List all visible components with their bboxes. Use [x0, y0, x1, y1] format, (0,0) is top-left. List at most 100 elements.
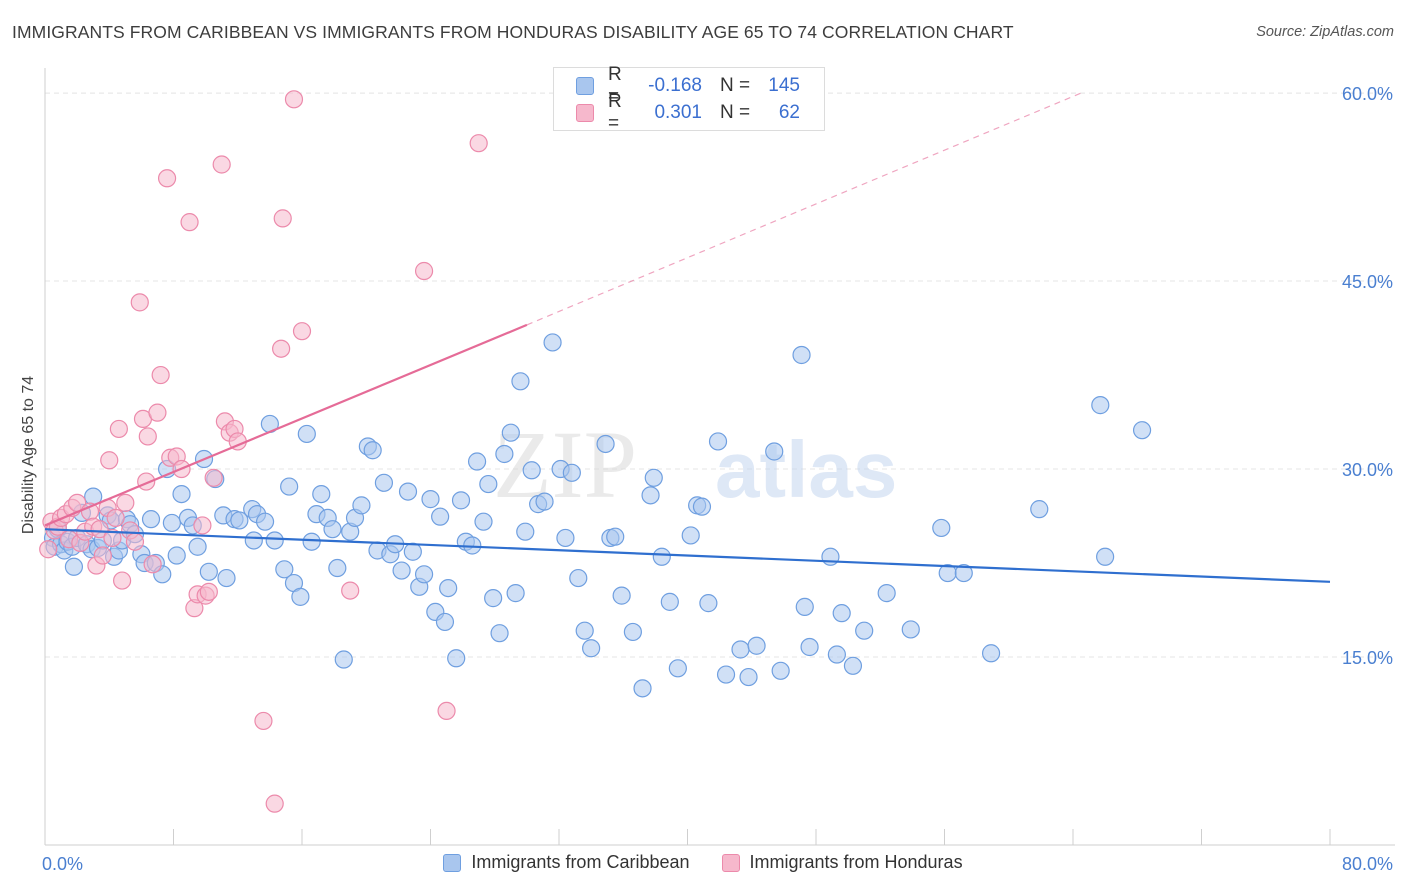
data-point-caribbean — [447, 649, 466, 668]
data-point-honduras — [341, 581, 360, 600]
data-point-honduras — [151, 365, 170, 385]
data-point-caribbean — [230, 511, 249, 530]
data-point-honduras — [437, 701, 456, 721]
x-tick-label: 0.0% — [42, 854, 83, 874]
data-point-caribbean — [421, 490, 440, 509]
axes — [44, 68, 1395, 846]
series-honduras-points — [39, 90, 488, 813]
data-point-honduras — [265, 794, 284, 813]
grid-lines — [45, 92, 1395, 658]
data-point-caribbean — [439, 578, 458, 598]
data-point-caribbean — [199, 562, 218, 581]
data-point-caribbean — [821, 547, 840, 566]
legend-r-label: R = — [608, 91, 622, 134]
trend-line-honduras — [44, 323, 528, 527]
data-point-caribbean — [641, 486, 660, 505]
data-point-honduras — [143, 555, 162, 574]
data-point-honduras — [254, 711, 273, 731]
legend-r-value: -0.168 — [648, 75, 702, 96]
data-point-caribbean — [692, 497, 712, 516]
data-point-caribbean — [312, 484, 331, 504]
data-point-caribbean — [363, 441, 382, 460]
data-point-caribbean — [981, 644, 1001, 663]
data-point-caribbean — [556, 528, 575, 548]
data-point-honduras — [100, 451, 119, 470]
data-point-caribbean — [855, 621, 874, 640]
data-point-caribbean — [668, 659, 687, 678]
data-point-caribbean — [244, 531, 263, 550]
data-point-caribbean — [747, 636, 766, 655]
data-point-caribbean — [217, 568, 236, 588]
data-point-caribbean — [64, 557, 84, 576]
data-point-honduras — [180, 213, 199, 232]
data-point-honduras — [212, 155, 231, 174]
data-point-caribbean — [516, 522, 535, 541]
data-point-caribbean — [328, 558, 347, 578]
data-point-caribbean — [291, 587, 310, 606]
trend-line-honduras-extended — [526, 92, 1082, 326]
legend-label-caribbean: Immigrants from Caribbean — [471, 852, 690, 872]
legend-row-caribbean: R = -0.168 N = 145 — [576, 64, 800, 107]
data-point-caribbean — [1091, 396, 1110, 415]
data-point-caribbean — [398, 482, 418, 501]
legend-row-honduras: R = 0.301 N = 62 — [576, 91, 800, 134]
legend-n-label: N = — [720, 75, 751, 96]
legend-n-value: 62 — [778, 102, 800, 123]
data-point-caribbean — [623, 622, 642, 642]
data-point-caribbean — [334, 650, 353, 669]
data-point-caribbean — [255, 512, 275, 531]
data-point-honduras — [103, 528, 122, 548]
data-point-honduras — [157, 169, 177, 188]
data-point-caribbean — [167, 546, 186, 565]
watermark-atlas: atlas — [715, 425, 897, 514]
data-point-caribbean — [660, 592, 679, 611]
data-point-caribbean — [1030, 500, 1049, 519]
data-point-caribbean — [644, 468, 663, 487]
data-point-honduras — [90, 520, 109, 539]
legend-item-caribbean: Immigrants from Caribbean — [443, 852, 690, 873]
legend-n-value: 145 — [768, 75, 800, 96]
data-point-caribbean — [543, 333, 562, 352]
data-point-honduras — [414, 261, 434, 281]
legend-n-label: N = — [720, 102, 751, 123]
data-point-honduras — [292, 322, 312, 341]
data-point-caribbean — [435, 612, 455, 632]
data-point-honduras — [106, 508, 125, 528]
data-point-honduras — [125, 532, 145, 551]
y-axis-label: Disability Age 65 to 74 — [20, 376, 37, 534]
data-point-caribbean — [633, 679, 652, 698]
data-point-caribbean — [652, 547, 671, 566]
trend-lines — [44, 92, 1331, 583]
data-point-honduras — [204, 468, 223, 487]
data-point-honduras — [284, 90, 304, 109]
data-point-caribbean — [612, 586, 631, 605]
data-point-caribbean — [792, 345, 811, 365]
data-point-caribbean — [392, 561, 411, 580]
data-point-caribbean — [681, 526, 700, 545]
x-tick-labels: 0.0% 80.0% — [42, 854, 1393, 874]
data-point-caribbean — [467, 452, 487, 471]
data-point-caribbean — [172, 484, 191, 504]
data-point-caribbean — [522, 461, 541, 480]
data-point-caribbean — [739, 667, 758, 687]
source-credit: Source: ZipAtlas.com — [1256, 24, 1394, 40]
data-point-caribbean — [771, 661, 790, 680]
y-tick-label: 15.0% — [1342, 648, 1393, 668]
data-point-honduras — [273, 209, 292, 228]
legend-swatch-caribbean — [576, 77, 594, 95]
legend-r-value: 0.301 — [654, 102, 702, 123]
data-point-caribbean — [1132, 421, 1152, 440]
data-point-honduras — [112, 571, 132, 590]
data-point-caribbean — [431, 507, 450, 526]
data-point-caribbean — [479, 474, 498, 494]
legend-swatch-caribbean — [443, 853, 462, 872]
data-point-caribbean — [275, 560, 294, 579]
series-caribbean-points — [43, 333, 1152, 698]
data-point-honduras — [138, 427, 157, 446]
data-point-honduras — [199, 582, 218, 601]
data-point-caribbean — [297, 424, 316, 444]
legend-item-honduras: Immigrants from Honduras — [721, 852, 963, 873]
y-tick-label: 60.0% — [1342, 84, 1393, 104]
data-point-honduras — [148, 403, 167, 422]
